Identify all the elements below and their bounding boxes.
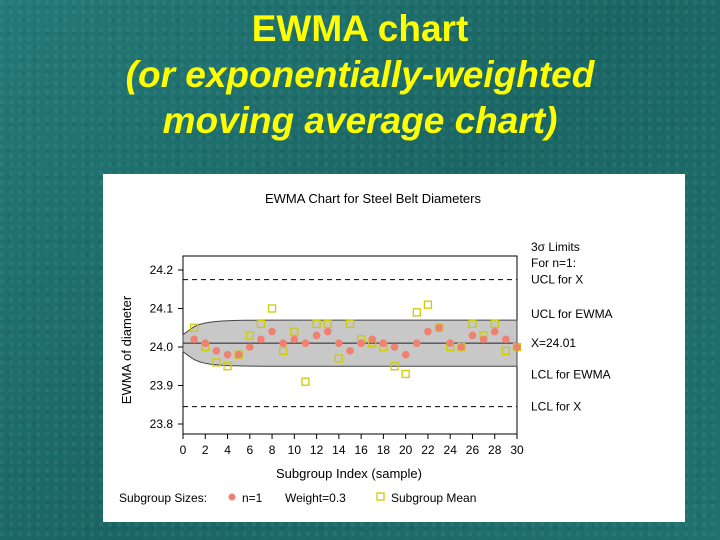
ewma-point <box>502 335 510 344</box>
subgroup-mean-point <box>312 319 321 329</box>
subgroup-mean-point <box>267 304 277 313</box>
chart-title: EWMA Chart for Steel Belt Diameters <box>265 191 482 206</box>
ewma-point <box>357 339 365 347</box>
y-tick-label: 24.1 <box>150 302 174 316</box>
x-tick-label: 26 <box>466 443 480 457</box>
ewma-point <box>390 343 399 351</box>
plot-area: 24.224.124.023.923.80 2 4 6 8 10 12 14 16 18 20 22 2… <box>150 255 524 457</box>
ewma-point <box>479 335 488 344</box>
subgroup-mean-point <box>423 300 433 309</box>
subgroup-mean-point <box>279 346 288 356</box>
x-tick-label: 8 <box>269 443 276 457</box>
ewma-point <box>212 347 221 355</box>
ewma-point <box>401 350 410 359</box>
legend-n-label: n=1 <box>242 491 263 505</box>
subgroup-mean-point <box>468 319 477 329</box>
subgroup-mean-point <box>412 308 421 317</box>
ewma-point <box>413 339 421 347</box>
subgroup-mean-point <box>301 377 310 386</box>
ewma-point <box>513 343 521 351</box>
subgroup-mean-point <box>212 358 221 367</box>
subgroup-mean-point <box>245 331 254 340</box>
ewma-point <box>446 339 455 347</box>
x-tick-label: 6 <box>246 443 253 457</box>
subgroup-mean-point <box>390 362 399 371</box>
subgroup-mean-point <box>345 319 355 329</box>
ucl-x-label: UCL for X <box>531 273 583 287</box>
x-tick-label: 12 <box>310 443 324 457</box>
ewma-chart-svg: EWMA Chart for Steel Belt Diameters 24.2… <box>119 191 613 505</box>
chart-legend: Subgroup Sizes: n=1 Weight=0.3 Subgroup … <box>119 491 476 505</box>
slide-title: EWMA chart (or exponentially-weighted mo… <box>0 6 720 144</box>
center-label: X=24.01 <box>531 336 576 350</box>
x-tick-label: 0 <box>180 443 187 457</box>
subgroup-mean-point <box>189 323 199 332</box>
slide-title-line-1: EWMA chart <box>251 8 469 49</box>
slide-title-line-3: moving average chart) <box>162 100 558 141</box>
ewma-point <box>490 327 499 336</box>
lcl-x-label: LCL for X <box>531 400 581 414</box>
ucl-ewma-label: UCL for EWMA <box>531 307 613 321</box>
ewma-point <box>246 343 254 351</box>
ewma-point <box>379 339 388 347</box>
x-tick-label: 2 <box>202 443 209 457</box>
ewma-point <box>346 347 354 355</box>
subgroup-mean-point <box>401 369 410 379</box>
x-tick-label: 16 <box>354 443 368 457</box>
ewma-point <box>301 339 310 347</box>
x-tick-label: 28 <box>488 443 502 457</box>
x-tick-label: 18 <box>377 443 391 457</box>
ewma-point <box>424 327 432 336</box>
subgroup-mean-point <box>256 319 266 329</box>
subgroup-mean-point <box>323 319 332 329</box>
y-tick-label: 23.9 <box>150 379 174 393</box>
x-tick-label: 10 <box>288 443 302 457</box>
lcl-ewma-label: LCL for EWMA <box>531 367 611 381</box>
y-axis-title: EWMA of diameter <box>119 295 134 404</box>
ewma-point <box>279 339 287 347</box>
ewma-point <box>201 339 210 347</box>
ewma-point <box>435 323 443 332</box>
ewma-point <box>190 335 198 344</box>
y-tick-label: 24.0 <box>150 340 174 354</box>
legend-mean-label: Subgroup Mean <box>391 491 476 505</box>
ewma-point <box>468 331 477 340</box>
x-tick-label: 24 <box>444 443 458 457</box>
ewma-figure-panel: EWMA Chart for Steel Belt Diameters 24.2… <box>103 174 685 522</box>
x-axis-title: Subgroup Index (sample) <box>276 466 422 481</box>
subgroup-mean-point <box>290 327 299 336</box>
ewma-point <box>290 335 299 344</box>
ewma-point <box>234 350 243 359</box>
subgroup-mean-point <box>223 362 232 371</box>
subgroup-mean-point <box>501 346 511 356</box>
ewma-point <box>223 350 232 359</box>
ewma-point <box>457 343 466 351</box>
subgroup-mean-point <box>490 319 499 329</box>
limits-header-line-1: 3σ Limits <box>531 240 580 254</box>
subgroup-mean-point <box>334 354 344 363</box>
legend-weight-label: Weight=0.3 <box>285 491 346 505</box>
legend-sizes-label: Subgroup Sizes: <box>119 491 207 505</box>
x-tick-label: 30 <box>510 443 524 457</box>
ewma-point <box>335 339 343 347</box>
legend-ewma-marker <box>228 493 236 501</box>
ewma-point <box>368 335 377 344</box>
x-tick-label: 14 <box>332 443 346 457</box>
legend-mean-marker <box>376 492 385 501</box>
ewma-point <box>323 327 332 336</box>
x-tick-label: 22 <box>421 443 435 457</box>
y-tick-label: 23.8 <box>150 417 174 431</box>
slide-title-line-2: (or exponentially-weighted <box>125 54 595 95</box>
x-tick-label: 4 <box>224 443 231 457</box>
ewma-point <box>268 327 276 336</box>
ewma-point <box>312 331 321 340</box>
ewma-point <box>257 335 265 344</box>
limits-header-line-2: For n=1: <box>531 256 576 270</box>
x-tick-label: 20 <box>399 443 413 457</box>
y-tick-label: 24.2 <box>150 263 174 277</box>
